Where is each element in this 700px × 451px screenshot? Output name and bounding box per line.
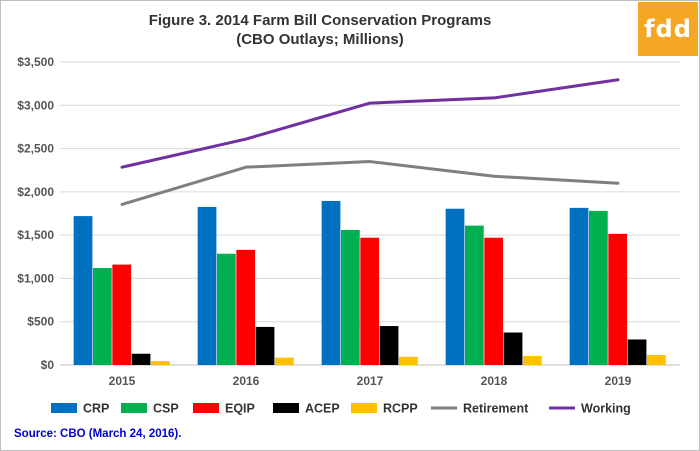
bar-rcpp bbox=[399, 356, 418, 365]
bar-csp bbox=[92, 268, 112, 365]
legend: CRP CSP EQIP ACEP RCPP Retirement Working bbox=[51, 402, 631, 416]
bar-csp bbox=[588, 210, 608, 365]
bar-crp bbox=[197, 207, 217, 365]
bars bbox=[73, 200, 666, 365]
bar-eqip bbox=[112, 264, 132, 365]
bar-rcpp bbox=[275, 357, 294, 365]
y-tick-label: $1,000 bbox=[17, 271, 54, 285]
line-working bbox=[120, 78, 620, 169]
bar-crp bbox=[445, 208, 465, 365]
y-tick-label: $3,000 bbox=[17, 98, 54, 112]
bar-rcpp bbox=[151, 361, 170, 365]
bar-csp bbox=[464, 225, 484, 365]
bar-rcpp bbox=[523, 355, 542, 365]
bar-acep bbox=[255, 326, 275, 365]
x-tick-label: 2018 bbox=[481, 374, 508, 388]
chart-title-line1: Figure 3. 2014 Farm Bill Conservation Pr… bbox=[148, 12, 492, 29]
x-tick-label: 2017 bbox=[357, 374, 384, 388]
y-tick-label: $3,500 bbox=[17, 55, 54, 69]
legend-swatch-eqip bbox=[193, 403, 219, 413]
bar-csp bbox=[340, 229, 360, 365]
bar-crp bbox=[321, 200, 341, 365]
x-tick-label: 2015 bbox=[109, 374, 136, 388]
bar-eqip bbox=[360, 237, 380, 365]
bar-crp bbox=[569, 207, 589, 365]
bar-acep bbox=[503, 332, 523, 365]
legend-label-retirement: Retirement bbox=[463, 402, 529, 416]
y-tick-label: $2,500 bbox=[17, 142, 54, 156]
legend-swatch-csp bbox=[121, 403, 147, 413]
legend-swatch-crp bbox=[51, 403, 77, 413]
bar-acep bbox=[627, 339, 647, 365]
source-note: Source: CBO (March 24, 2016). bbox=[14, 428, 182, 440]
bar-csp bbox=[216, 253, 236, 365]
legend-label-rcpp: RCPP bbox=[383, 402, 418, 416]
line-retirement bbox=[120, 160, 620, 206]
fdd-logo: fdd bbox=[638, 2, 698, 56]
y-tick-label: $1,500 bbox=[17, 228, 54, 242]
bar-rcpp bbox=[647, 355, 666, 365]
bar-acep bbox=[131, 353, 151, 365]
bar-eqip bbox=[608, 233, 628, 365]
y-tick-label: $500 bbox=[27, 315, 54, 329]
legend-label-eqip: EQIP bbox=[225, 402, 255, 416]
bar-acep bbox=[379, 326, 399, 365]
x-axis: 2015 2016 2017 2018 2019 bbox=[109, 374, 632, 388]
bar-eqip bbox=[484, 237, 504, 365]
y-tick-label: $2,000 bbox=[17, 185, 54, 199]
legend-swatch-rcpp bbox=[351, 403, 377, 413]
x-tick-label: 2019 bbox=[605, 374, 632, 388]
x-tick-label: 2016 bbox=[233, 374, 260, 388]
y-tick-label: $0 bbox=[41, 358, 55, 372]
legend-label-acep: ACEP bbox=[305, 402, 340, 416]
chart-title-line2: (CBO Outlays; Millions) bbox=[236, 31, 404, 48]
legend-label-working: Working bbox=[581, 402, 631, 416]
series-lines bbox=[120, 78, 620, 206]
bar-eqip bbox=[236, 249, 256, 365]
legend-swatch-acep bbox=[273, 403, 299, 413]
y-axis: $0 $500 $1,000 $1,500 $2,000 $2,500 $3,000 $3,5… bbox=[17, 55, 54, 372]
legend-label-csp: CSP bbox=[153, 402, 179, 416]
bar-crp bbox=[73, 216, 93, 365]
legend-label-crp: CRP bbox=[83, 402, 109, 416]
